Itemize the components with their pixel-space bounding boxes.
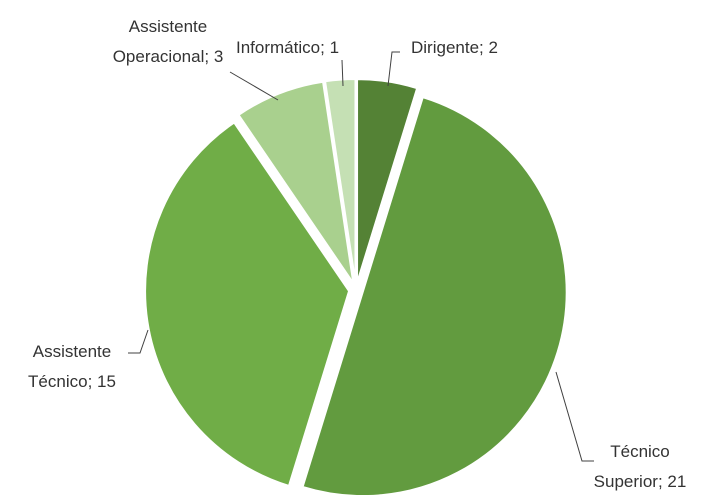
label-name: Técnico Superior <box>593 442 670 491</box>
leader-line <box>387 51 400 87</box>
pie-slice <box>144 121 351 488</box>
label-separator: ; <box>87 372 93 391</box>
pie-slice <box>237 80 355 285</box>
leader-line <box>341 59 344 87</box>
label-value: 1 <box>329 38 340 57</box>
label-name: Dirigente <box>411 38 480 57</box>
label-value: 3 <box>213 47 224 66</box>
leader-line <box>555 371 594 462</box>
label-name: Assistente Técnico <box>28 342 112 391</box>
label-value: 2 <box>488 38 498 57</box>
label-name: Informático <box>236 38 321 57</box>
data-label: Assistente Técnico; 15 <box>12 337 132 397</box>
slices <box>144 78 568 495</box>
data-label: Dirigente; 2 <box>411 33 498 63</box>
label-separator: ; <box>204 47 210 66</box>
label-separator: ; <box>657 472 663 491</box>
label-separator: ; <box>320 38 325 57</box>
leader-line <box>128 329 149 354</box>
data-label: Técnico Superior; 21 <box>575 437 705 495</box>
label-value: 15 <box>97 372 116 391</box>
label-separator: ; <box>479 38 484 57</box>
data-label: Informático; 1 <box>236 33 339 63</box>
label-value: 21 <box>667 472 687 491</box>
pie-slice <box>301 95 568 495</box>
leader-line <box>229 71 279 101</box>
pie-slice <box>323 78 357 284</box>
data-label: Assistente Operacional; 3 <box>108 12 228 72</box>
pie-slice <box>356 78 419 284</box>
label-name: Assistente Operacional <box>112 17 208 66</box>
